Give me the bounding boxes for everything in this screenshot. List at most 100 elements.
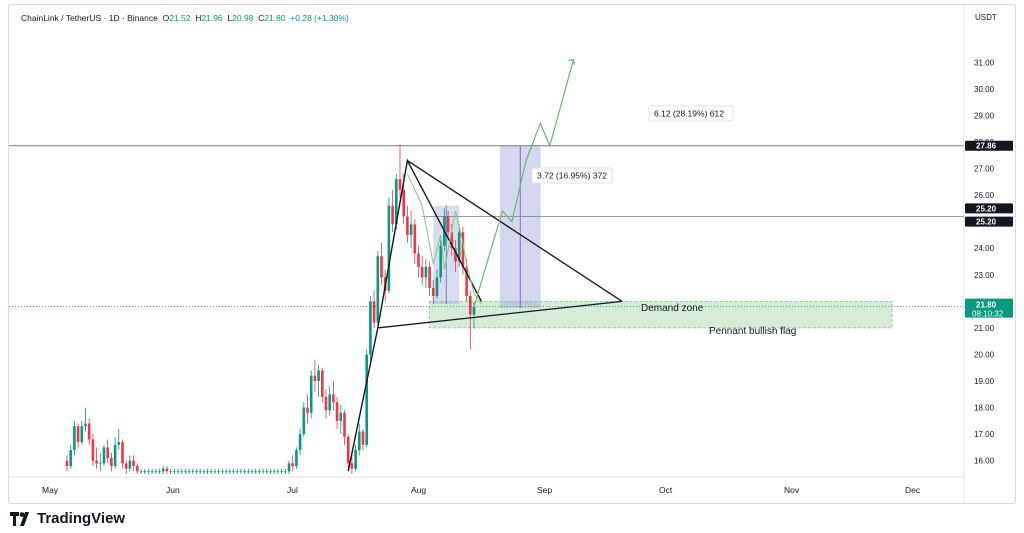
y-tick-label: 21.00 bbox=[974, 324, 995, 333]
candle-body bbox=[139, 471, 143, 473]
candle-body bbox=[469, 296, 472, 315]
candle-body bbox=[239, 471, 243, 473]
candle-body bbox=[121, 442, 124, 464]
y-tick-label: 27.00 bbox=[974, 165, 995, 174]
symbol-name[interactable]: ChainLink / TetherUS · 1D · Binance bbox=[21, 13, 158, 23]
candle-body bbox=[354, 450, 357, 469]
candle-body bbox=[202, 471, 206, 473]
close-label: C bbox=[258, 13, 265, 23]
y-tick-label: 20.00 bbox=[974, 350, 995, 359]
candle-body bbox=[420, 266, 424, 278]
candle-body bbox=[380, 256, 383, 278]
candle-body bbox=[324, 396, 328, 411]
candle-body bbox=[143, 471, 146, 473]
level-tag-low-bg bbox=[965, 216, 1013, 227]
candle-body bbox=[339, 412, 343, 421]
pennant-upper-line bbox=[407, 160, 623, 302]
candle-body bbox=[254, 471, 257, 473]
candle-body bbox=[265, 471, 269, 473]
candle-body bbox=[106, 447, 109, 459]
candle-body bbox=[158, 471, 161, 473]
candle-body bbox=[369, 301, 372, 355]
demand-zone-label: Demand zone bbox=[641, 303, 704, 314]
projection-arrowhead bbox=[568, 58, 576, 65]
candle-body bbox=[291, 463, 294, 467]
candle-body bbox=[417, 253, 420, 267]
candle-body bbox=[243, 471, 246, 473]
pennant-outline bbox=[347, 158, 483, 472]
candle-body bbox=[191, 471, 195, 473]
candle-body bbox=[350, 463, 354, 469]
high-value: 21.96 bbox=[201, 13, 223, 23]
candle-body bbox=[161, 468, 165, 472]
demand-zone-rect bbox=[429, 300, 893, 329]
measure-label-large: 6.12 (28.19%) 612 bbox=[654, 109, 724, 119]
level-tag-mid-bg bbox=[965, 203, 1013, 214]
candle-body bbox=[221, 471, 224, 473]
candle-body bbox=[250, 471, 254, 473]
candle-body bbox=[91, 439, 95, 461]
x-tick-label: Aug bbox=[411, 485, 426, 495]
x-tick-label: May bbox=[42, 485, 59, 495]
candle-body bbox=[472, 306, 476, 315]
candle-body bbox=[73, 426, 76, 451]
candle-body bbox=[387, 205, 391, 291]
swing-path bbox=[406, 173, 482, 305]
candle-body bbox=[224, 471, 228, 473]
candle-body bbox=[309, 375, 313, 413]
y-tick-label: 30.00 bbox=[974, 85, 995, 94]
candle-body bbox=[173, 471, 176, 473]
candle-body bbox=[113, 444, 117, 467]
candle-body bbox=[409, 224, 413, 235]
candle-body bbox=[102, 447, 106, 464]
candle-body bbox=[154, 471, 158, 473]
y-tick-label: 16.00 bbox=[974, 457, 995, 466]
candle-body bbox=[235, 471, 239, 473]
candle-body bbox=[361, 431, 365, 445]
candle-body bbox=[398, 179, 402, 190]
candle-body bbox=[87, 423, 91, 440]
symbol-legend: ChainLink / TetherUS · 1D · Binance O21.… bbox=[21, 13, 349, 23]
candle-body bbox=[80, 426, 84, 443]
x-tick-label: Jul bbox=[287, 485, 298, 495]
candle-body bbox=[313, 375, 317, 382]
x-tick-label: Nov bbox=[784, 485, 800, 495]
low-value: 20.98 bbox=[232, 13, 254, 23]
candle-body bbox=[210, 471, 213, 473]
low-label: L bbox=[227, 13, 233, 23]
candle-body bbox=[406, 216, 409, 235]
candle-body bbox=[457, 232, 461, 262]
candle-body bbox=[432, 288, 435, 297]
measure-label-small-bg bbox=[531, 167, 613, 184]
chart-frame: ChainLink / TetherUS · 1D · Binance O21.… bbox=[8, 4, 1016, 504]
x-tick-label: Jun bbox=[166, 485, 180, 495]
candle-body bbox=[217, 471, 220, 473]
candle-body bbox=[165, 468, 169, 472]
candle-body bbox=[372, 301, 376, 323]
candle-body bbox=[328, 394, 331, 411]
candle-body bbox=[69, 450, 72, 467]
level-tag-mid: 25.20 bbox=[976, 204, 997, 213]
level-tag-upper: 27.86 bbox=[976, 142, 997, 151]
candle-body bbox=[298, 434, 302, 451]
countdown-tag: 08:10:32 bbox=[972, 310, 1004, 319]
candle-body bbox=[446, 216, 450, 233]
candle-body bbox=[187, 471, 191, 473]
last-price-tag-bg bbox=[965, 298, 1013, 318]
candle-body bbox=[413, 224, 417, 254]
candle-body bbox=[147, 471, 150, 473]
candle-body bbox=[317, 370, 320, 382]
pattern-label: Pennant bullish flag bbox=[709, 326, 796, 337]
candle-body bbox=[150, 471, 154, 473]
candle-body bbox=[180, 471, 183, 473]
candle-body bbox=[136, 466, 139, 472]
candle-body bbox=[195, 471, 198, 473]
y-tick-label: 18.00 bbox=[974, 404, 995, 413]
projection-path bbox=[473, 59, 575, 307]
candle-body bbox=[213, 471, 217, 473]
open-value: 21.52 bbox=[169, 13, 191, 23]
candle-body bbox=[65, 460, 69, 467]
price-chart[interactable]: USDT16.0017.0018.0019.0020.0021.0022.002… bbox=[9, 5, 1015, 503]
y-tick-label: 26.00 bbox=[974, 191, 995, 200]
candle-body bbox=[76, 426, 80, 443]
